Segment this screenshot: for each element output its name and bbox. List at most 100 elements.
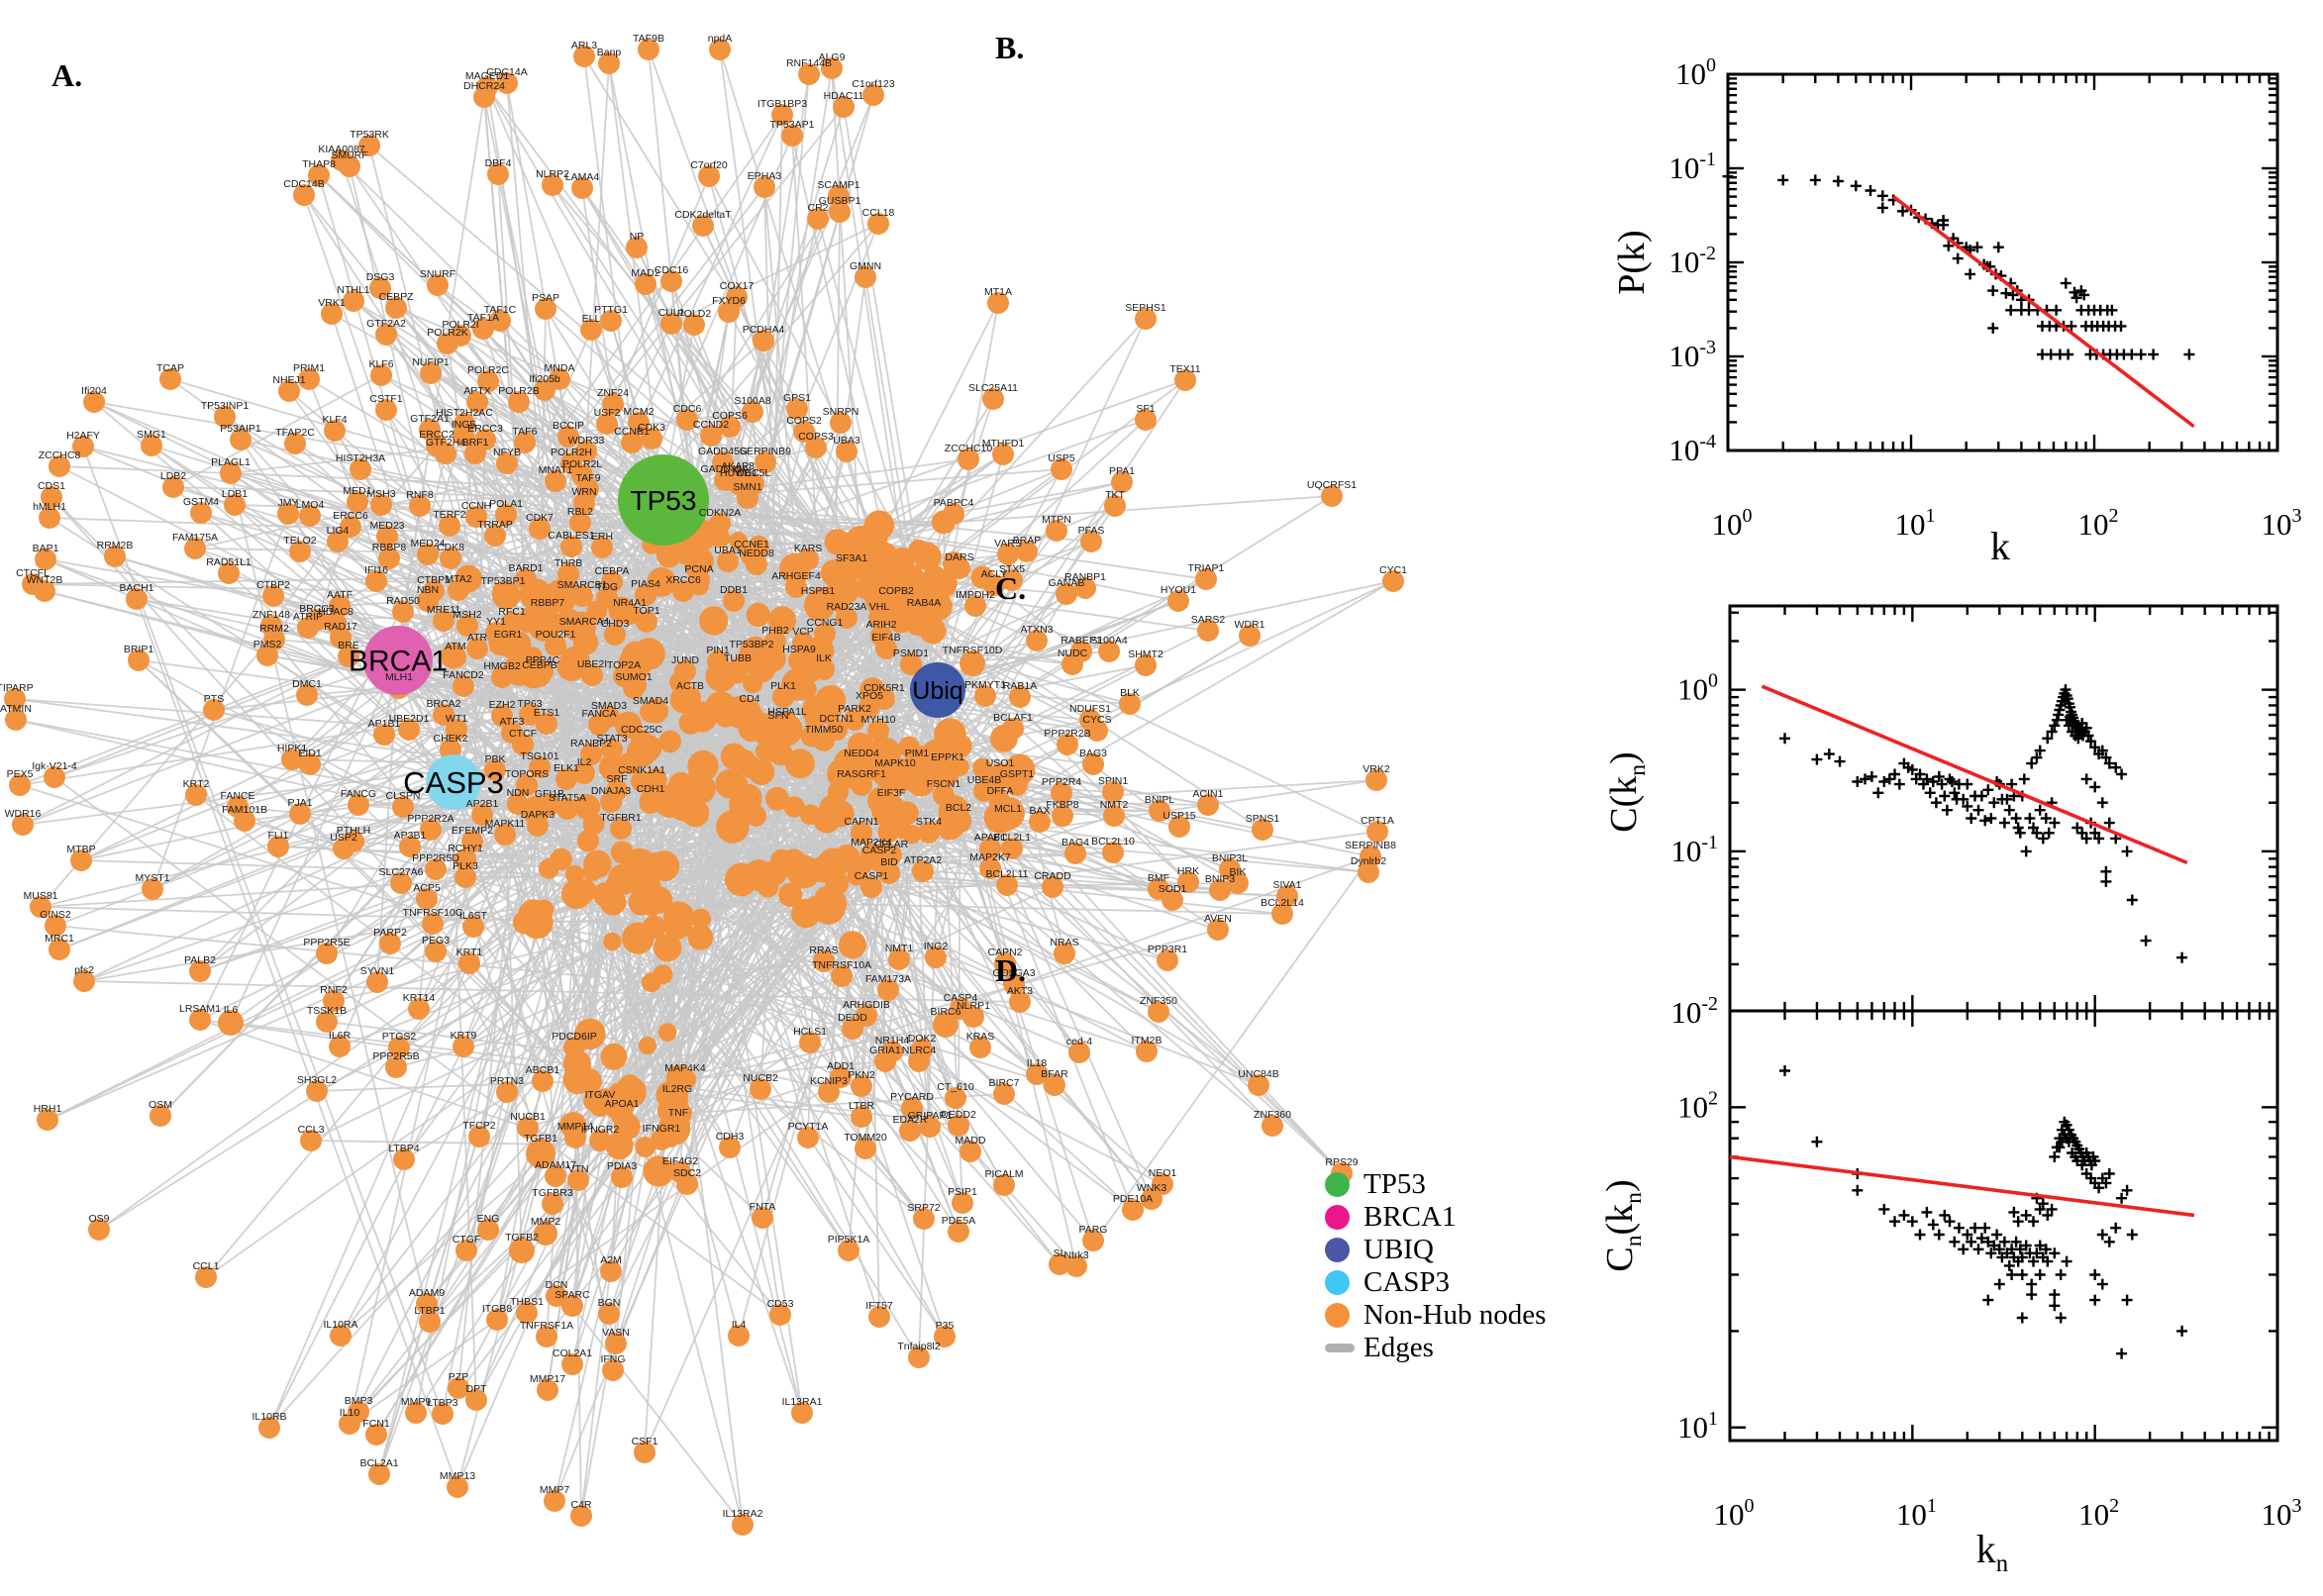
network-node[interactable] (370, 494, 392, 516)
network-node[interactable] (788, 649, 810, 671)
network-node[interactable] (952, 1192, 973, 1214)
network-node[interactable] (960, 1141, 981, 1162)
network-node[interactable] (487, 163, 509, 185)
network-node[interactable] (1065, 1255, 1087, 1277)
network-node[interactable] (888, 948, 910, 970)
network-node[interactable] (471, 804, 493, 826)
network-node[interactable] (516, 1302, 538, 1324)
network-node[interactable] (792, 632, 814, 653)
network-node[interactable] (9, 774, 31, 796)
network-node[interactable] (453, 675, 474, 697)
network-node[interactable] (764, 631, 786, 652)
network-node[interactable] (1209, 879, 1231, 901)
network-node[interactable] (432, 1403, 454, 1425)
network-node[interactable] (611, 1104, 633, 1126)
network-node[interactable] (1382, 570, 1404, 592)
network-node[interactable] (358, 135, 380, 156)
network-node[interactable] (527, 815, 549, 837)
network-node[interactable] (798, 63, 820, 85)
network-node[interactable] (293, 184, 315, 206)
network-node[interactable] (919, 1116, 941, 1138)
network-node[interactable] (638, 39, 659, 60)
network-node[interactable] (628, 412, 650, 434)
network-node[interactable] (660, 313, 682, 335)
network-node[interactable] (1366, 821, 1388, 843)
network-node[interactable] (604, 624, 626, 646)
network-node[interactable] (70, 849, 92, 871)
network-node[interactable] (683, 314, 705, 336)
network-node[interactable] (454, 866, 476, 888)
network-node[interactable] (640, 701, 661, 723)
network-node[interactable] (573, 622, 595, 644)
network-node[interactable] (948, 1115, 969, 1137)
network-node[interactable] (561, 1353, 583, 1375)
network-node[interactable] (484, 759, 506, 781)
network-node[interactable] (405, 1402, 427, 1424)
network-node[interactable] (300, 1130, 322, 1151)
network-node[interactable] (688, 569, 710, 591)
network-node[interactable] (486, 1309, 508, 1331)
network-node[interactable] (560, 536, 582, 557)
network-node[interactable] (994, 952, 1016, 974)
network-node[interactable] (321, 303, 343, 325)
network-node[interactable] (453, 1036, 474, 1057)
network-node[interactable] (448, 579, 469, 601)
network-node[interactable] (1046, 520, 1067, 542)
network-node[interactable] (529, 518, 551, 540)
network-node[interactable] (805, 437, 827, 458)
network-node[interactable] (339, 155, 360, 177)
network-node[interactable] (631, 770, 653, 792)
network-node[interactable] (899, 1120, 921, 1142)
hub-tp53[interactable] (618, 454, 709, 546)
network-node[interactable] (1177, 871, 1199, 893)
network-node[interactable] (339, 1413, 360, 1435)
network-node[interactable] (913, 603, 935, 625)
network-node[interactable] (925, 947, 947, 968)
network-node[interactable] (611, 1166, 633, 1188)
network-node[interactable] (969, 1037, 991, 1058)
network-node[interactable] (880, 793, 902, 815)
network-node[interactable] (948, 1221, 969, 1243)
network-node[interactable] (989, 791, 1011, 813)
network-node[interactable] (104, 546, 126, 567)
network-node[interactable] (698, 165, 720, 187)
network-node[interactable] (369, 277, 391, 299)
network-node[interactable] (602, 393, 624, 415)
network-node[interactable] (634, 1442, 656, 1463)
network-node[interactable] (385, 1056, 407, 1078)
network-node[interactable] (1044, 1074, 1065, 1096)
network-node[interactable] (456, 615, 478, 637)
network-node[interactable] (545, 470, 566, 492)
network-node[interactable] (343, 290, 364, 312)
network-node[interactable] (1057, 734, 1078, 755)
network-node[interactable] (497, 635, 519, 656)
network-node[interactable] (468, 1126, 490, 1147)
network-node[interactable] (913, 1208, 935, 1230)
network-node[interactable] (484, 525, 506, 547)
network-node[interactable] (797, 549, 819, 570)
network-node[interactable] (606, 779, 628, 801)
network-node[interactable] (465, 506, 487, 528)
network-node[interactable] (1082, 753, 1104, 775)
network-node[interactable] (573, 762, 595, 784)
network-node[interactable] (754, 176, 775, 198)
network-node[interactable] (992, 444, 1014, 465)
network-node[interactable] (256, 645, 278, 666)
network-node[interactable] (536, 1326, 557, 1347)
network-node[interactable] (507, 793, 529, 815)
network-node[interactable] (828, 185, 850, 207)
network-node[interactable] (532, 1070, 554, 1092)
network-node[interactable] (1061, 653, 1083, 675)
network-node[interactable] (495, 504, 517, 526)
network-node[interactable] (330, 1325, 352, 1347)
network-node[interactable] (829, 201, 851, 223)
network-node[interactable] (1102, 781, 1124, 803)
network-node[interactable] (580, 744, 602, 765)
network-node[interactable] (1365, 769, 1387, 791)
network-node[interactable] (836, 607, 858, 629)
network-node[interactable] (1197, 620, 1219, 642)
network-node[interactable] (1026, 630, 1048, 651)
network-node[interactable] (563, 1037, 585, 1058)
network-node[interactable] (836, 441, 858, 462)
network-node[interactable] (416, 888, 438, 910)
